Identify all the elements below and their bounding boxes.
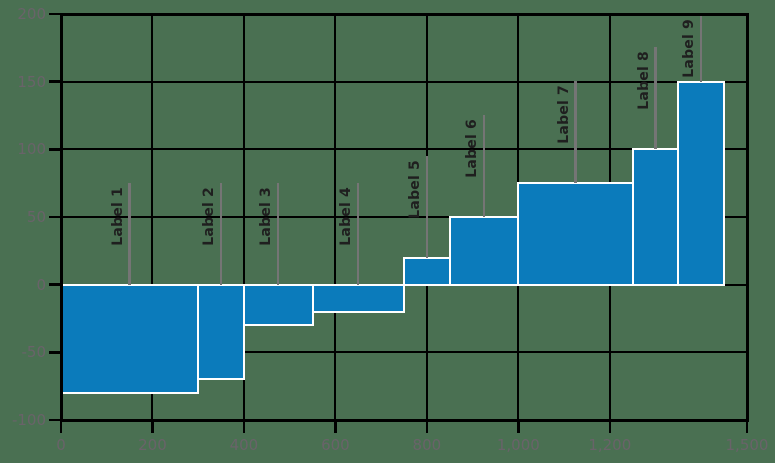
leader-line-5 — [425, 155, 429, 258]
leader-line-6 — [482, 115, 486, 217]
gridline-y-50 — [61, 216, 747, 218]
bar-7 — [517, 182, 634, 286]
leader-line-2 — [219, 182, 223, 285]
y-tick-label-150: 150 — [17, 72, 46, 91]
gridline-y--50 — [61, 351, 747, 354]
plot-frame — [59, 12, 749, 422]
x-tick-label-1500: 1,500 — [725, 436, 769, 454]
bar-4 — [311, 283, 405, 313]
y-tick-0 — [48, 283, 60, 286]
x-tick-label-400: 400 — [229, 436, 259, 454]
leader-line-9 — [700, 15, 703, 82]
leader-line-8 — [654, 47, 657, 150]
y-tick-label-100: 100 — [17, 140, 46, 159]
leader-line-4 — [357, 182, 360, 285]
x-tick-label-1200: 1,200 — [588, 436, 632, 454]
x-tick-label-0: 0 — [56, 436, 66, 454]
y-tick-150 — [48, 80, 60, 83]
x-tick-label-200: 200 — [138, 436, 167, 454]
y-tick-label-0: 0 — [36, 275, 46, 294]
y-tick-label-50: 50 — [26, 208, 46, 226]
y-tick-label-200: 200 — [17, 5, 46, 23]
y-tick-label--50: -50 — [21, 343, 47, 362]
x-tick-600 — [334, 421, 337, 433]
x-tick-1200 — [608, 421, 612, 433]
gridline-y-100 — [61, 148, 747, 151]
x-tick-label-800: 800 — [412, 436, 442, 454]
x-tick-1500 — [745, 421, 749, 433]
bar-3 — [242, 283, 314, 327]
gridline-y-150 — [61, 80, 747, 83]
y-tick-label--100: -100 — [11, 411, 46, 429]
x-tick-0 — [59, 421, 63, 433]
bar-9 — [677, 80, 726, 286]
leader-line-3 — [277, 182, 280, 285]
y-tick-100 — [48, 148, 60, 151]
leader-line-1 — [128, 182, 131, 285]
x-tick-400 — [242, 421, 246, 433]
x-tick-800 — [425, 421, 429, 433]
leader-line-7 — [574, 81, 577, 184]
x-tick-200 — [151, 421, 154, 433]
x-tick-label-1000: 1,000 — [496, 436, 540, 454]
bar-1 — [60, 283, 200, 394]
y-tick-200 — [48, 12, 60, 16]
x-tick-1000 — [517, 421, 520, 433]
y-tick--50 — [48, 351, 60, 354]
y-tick--100 — [48, 418, 60, 422]
y-tick-50 — [48, 215, 60, 219]
x-tick-label-600: 600 — [321, 436, 350, 454]
